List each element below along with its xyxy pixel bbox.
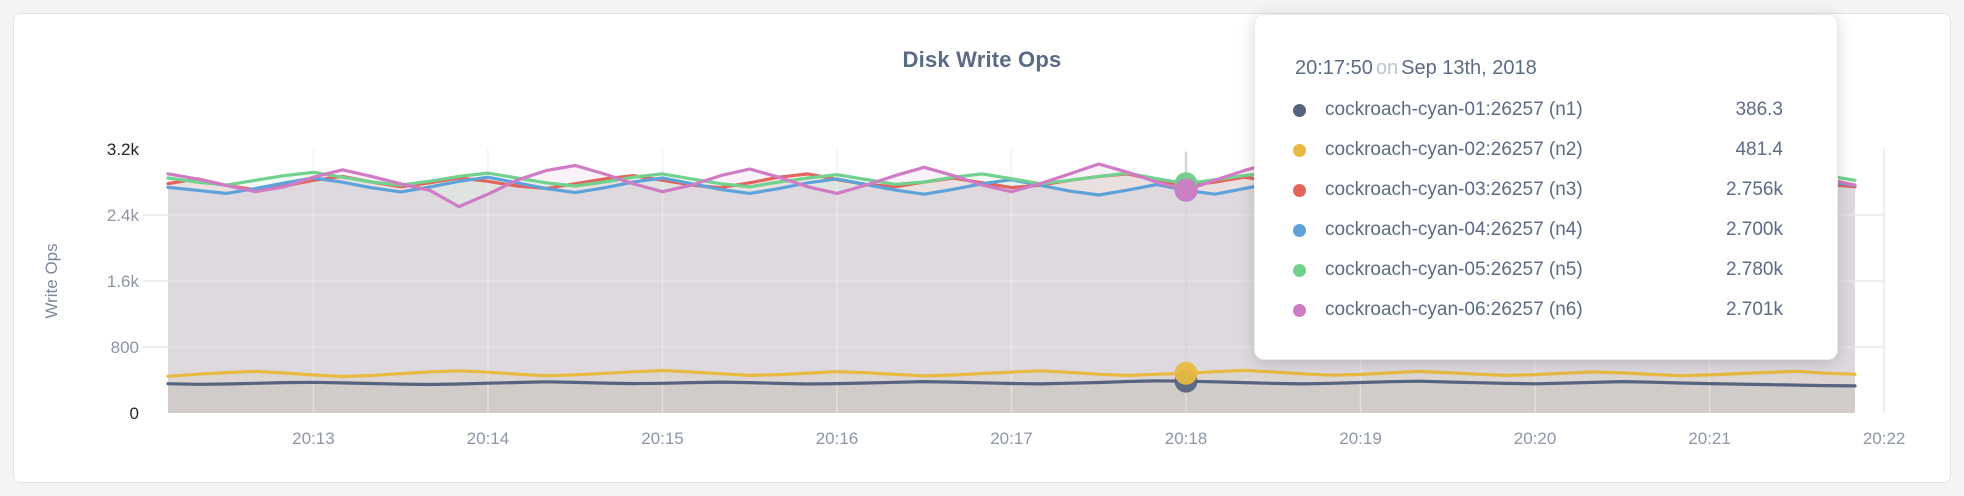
y-tick-label: 800 bbox=[111, 338, 139, 357]
series-color-dot bbox=[1293, 103, 1306, 117]
hover-dot-n6 bbox=[1174, 178, 1198, 202]
series-value: 481.4 bbox=[1735, 139, 1783, 160]
series-value: 2.701k bbox=[1725, 299, 1783, 320]
y-tick-label: 1.6k bbox=[107, 272, 140, 291]
y-axis-title: Write Ops bbox=[42, 243, 61, 318]
x-tick-label: 20:17 bbox=[990, 429, 1033, 448]
tooltip-series-row: cockroach-cyan-03:26257 (n3) 2.756k bbox=[1293, 170, 1783, 210]
series-color-dot bbox=[1293, 303, 1306, 317]
tooltip-series-row: cockroach-cyan-06:26257 (n6) 2.701k bbox=[1293, 290, 1783, 330]
tooltip-series-row: cockroach-cyan-04:26257 (n4) 2.700k bbox=[1293, 210, 1783, 250]
x-tick-label: 20:21 bbox=[1688, 429, 1731, 448]
tooltip-date: Sep 13th, 2018 bbox=[1401, 57, 1537, 79]
series-color-dot bbox=[1293, 183, 1306, 197]
tooltip-on-word: on bbox=[1375, 57, 1399, 79]
series-name: cockroach-cyan-06:26257 (n6) bbox=[1325, 299, 1583, 320]
y-tick-label: 0 bbox=[130, 404, 139, 423]
tooltip-time: 20:17:50 bbox=[1295, 57, 1373, 79]
tooltip-series-row: cockroach-cyan-02:26257 (n2) 481.4 bbox=[1293, 130, 1783, 170]
series-name: cockroach-cyan-03:26257 (n3) bbox=[1325, 179, 1583, 200]
series-color-dot bbox=[1293, 143, 1306, 157]
series-line-n1 bbox=[166, 379, 1857, 388]
series-line-n2 bbox=[166, 368, 1857, 379]
tooltip-series-list: cockroach-cyan-01:26257 (n1) 386.3 cockroa… bbox=[1293, 90, 1783, 330]
y-tick-label: 2.4k bbox=[107, 206, 140, 225]
series-value: 2.756k bbox=[1725, 179, 1783, 200]
x-tick-label: 20:14 bbox=[467, 429, 510, 448]
tooltip-timestamp: 20:17:50 on Sep 13th, 2018 bbox=[1295, 57, 1783, 80]
x-tick-label: 20:20 bbox=[1514, 429, 1557, 448]
x-tick-label: 20:13 bbox=[292, 429, 335, 448]
series-name: cockroach-cyan-02:26257 (n2) bbox=[1325, 139, 1583, 160]
series-color-dot bbox=[1293, 263, 1306, 277]
tooltip-series-row: cockroach-cyan-05:26257 (n5) 2.780k bbox=[1293, 250, 1783, 290]
series-name: cockroach-cyan-04:26257 (n4) bbox=[1325, 219, 1583, 240]
x-tick-label: 20:18 bbox=[1165, 429, 1208, 448]
chart-title: Disk Write Ops bbox=[902, 47, 1062, 72]
hover-dots bbox=[1174, 172, 1198, 393]
series-value: 386.3 bbox=[1735, 99, 1783, 120]
x-tick-label: 20:22 bbox=[1863, 429, 1906, 448]
x-tick-label: 20:16 bbox=[816, 429, 859, 448]
series-value: 2.780k bbox=[1725, 259, 1783, 280]
tooltip-series-row: cockroach-cyan-01:26257 (n1) 386.3 bbox=[1293, 90, 1783, 130]
axis-labels: 0 800 1.6k 2.4k 3.2k 20:13 20:14 20:15 20:16 20:1… bbox=[42, 140, 1905, 448]
x-tick-label: 20:19 bbox=[1339, 429, 1382, 448]
series-value: 2.700k bbox=[1725, 219, 1783, 240]
series-color-dot bbox=[1293, 223, 1306, 237]
hover-dot-n2 bbox=[1174, 361, 1198, 385]
x-tick-label: 20:15 bbox=[641, 429, 684, 448]
series-name: cockroach-cyan-05:26257 (n5) bbox=[1325, 259, 1583, 280]
y-tick-label: 3.2k bbox=[107, 140, 140, 159]
hover-tooltip: 20:17:50 on Sep 13th, 2018 cockroach-cyan-… bbox=[1254, 14, 1838, 360]
series-name: cockroach-cyan-01:26257 (n1) bbox=[1325, 99, 1583, 120]
